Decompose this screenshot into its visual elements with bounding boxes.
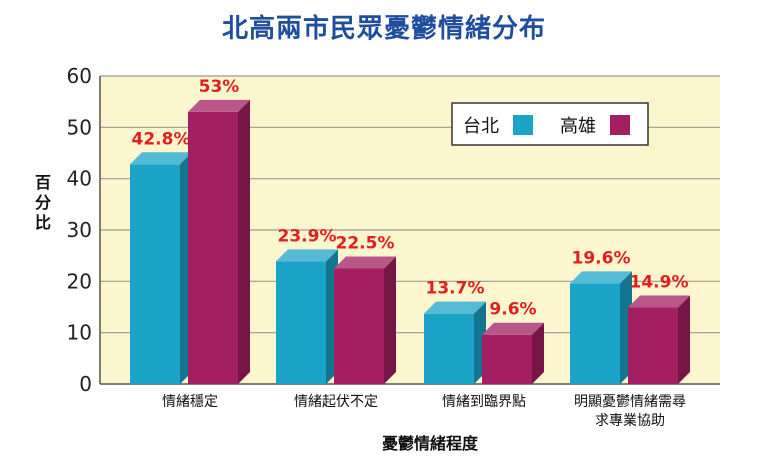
bar-top bbox=[276, 249, 338, 262]
legend-swatch bbox=[610, 115, 630, 135]
y-axis-title-char: 分 bbox=[35, 193, 51, 212]
y-tick-label: 20 bbox=[67, 269, 92, 293]
legend-label: 台北 bbox=[463, 116, 499, 137]
bar bbox=[628, 307, 678, 384]
x-category-label: 情緒起伏不定 bbox=[294, 394, 378, 410]
bar-top bbox=[628, 295, 690, 308]
bar bbox=[570, 283, 620, 384]
y-tick-label: 40 bbox=[67, 167, 92, 191]
y-tick-label: 30 bbox=[67, 218, 92, 242]
chart-title: 北高兩市民眾憂鬱情緒分布 bbox=[221, 14, 546, 44]
x-category-label: 求專業協助 bbox=[595, 413, 665, 429]
bar bbox=[482, 334, 532, 384]
y-axis-title-char: 百 bbox=[35, 173, 51, 192]
x-category-label: 明顯憂鬱情緒需尋 bbox=[574, 394, 686, 410]
y-tick-label: 60 bbox=[67, 64, 92, 88]
bar bbox=[424, 313, 474, 384]
data-label: 9.6% bbox=[489, 300, 536, 320]
y-tick-label: 50 bbox=[67, 115, 92, 139]
x-axis-title: 憂鬱情緒程度 bbox=[382, 434, 479, 453]
bar-top bbox=[188, 99, 250, 112]
y-tick-label: 0 bbox=[79, 372, 92, 396]
data-label: 19.6% bbox=[572, 248, 631, 268]
bar-top bbox=[482, 322, 544, 335]
bar-top bbox=[424, 301, 486, 314]
data-label: 42.8% bbox=[132, 129, 191, 149]
data-label: 23.9% bbox=[278, 226, 337, 246]
y-tick-label: 10 bbox=[67, 321, 92, 345]
bar-top bbox=[334, 256, 396, 269]
bar bbox=[334, 268, 384, 384]
x-category-label: 情緒到臨界點 bbox=[442, 394, 526, 410]
bar bbox=[276, 261, 326, 384]
bar-side bbox=[238, 99, 250, 384]
data-label: 14.9% bbox=[630, 273, 689, 293]
bar bbox=[130, 164, 180, 384]
data-label: 53% bbox=[199, 77, 240, 97]
bar-side bbox=[532, 322, 544, 384]
legend-swatch bbox=[513, 115, 533, 135]
y-axis-title-char: 比 bbox=[35, 213, 51, 232]
data-label: 22.5% bbox=[336, 234, 395, 254]
bar-top bbox=[130, 152, 192, 165]
bar-side bbox=[384, 256, 396, 384]
legend-label: 高雄 bbox=[560, 116, 596, 137]
bar-side bbox=[678, 295, 690, 384]
bar-top bbox=[570, 271, 632, 284]
data-label: 13.7% bbox=[426, 279, 485, 299]
x-category-label: 情緒穩定 bbox=[162, 394, 218, 410]
bar bbox=[188, 111, 238, 384]
